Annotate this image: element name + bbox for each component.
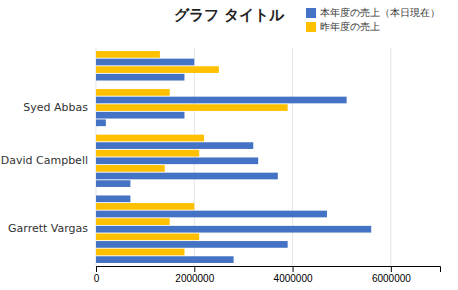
tick-label: 4000000 [274,273,313,284]
bar [96,233,199,240]
legend-item: 本年度の売上（本日現在） [306,7,440,18]
bar [96,112,184,119]
bar [96,142,253,149]
tick: 6000000 [372,266,411,284]
bars [96,51,371,263]
tick: 2000000 [175,266,214,284]
legend-label: 本年度の売上（本日現在） [320,7,440,18]
bar [96,97,347,104]
bar [96,51,160,58]
bar [96,157,258,164]
category-label: Syed Abbas [23,101,88,114]
tick: 0 [94,266,100,284]
category-label: Garrett Vargas [8,222,88,235]
grid-line [194,48,195,266]
bar [96,256,234,263]
category-label: David Campbell [1,154,88,167]
tick-label: 0 [94,273,100,284]
bar [96,211,327,218]
legend-item: 昨年度の売上 [306,21,380,32]
plot: 0 2000000 4000000 6000000 Syed Abbas David Ca… [1,48,441,284]
title: グラフ タイトル [174,6,285,24]
grid [96,48,391,266]
legend-swatch [306,22,316,32]
bar [96,249,184,256]
axis-line [97,267,441,273]
bar [96,135,204,142]
tick-label: 6000000 [372,273,411,284]
bar [96,89,170,96]
tick-mark [96,266,97,272]
bar [96,226,371,233]
bar [96,104,288,111]
x-axis: 0 2000000 4000000 6000000 [94,266,441,284]
grid-line [292,48,293,266]
tick-mark [391,266,392,272]
bar [96,66,219,73]
bar [96,203,194,210]
bar [96,218,170,225]
tick-mark [194,266,195,272]
bar [96,59,194,66]
bar [96,180,130,187]
bar [96,165,165,172]
tick-label: 2000000 [175,273,214,284]
tick-mark [293,266,294,272]
bar [96,150,199,157]
tick: 4000000 [274,266,313,284]
legend-label: 昨年度の売上 [320,21,380,32]
grid-line [390,48,391,266]
legend: 本年度の売上（本日現在） 昨年度の売上 [306,7,440,32]
bar [96,173,278,180]
grid-line [96,48,97,266]
bar [96,195,130,202]
bar [96,241,288,248]
bar [96,119,106,126]
bar [96,74,184,81]
legend-swatch [306,8,316,18]
chart: グラフ タイトル 0 2000000 4000000 6000000 Syed Abbas… [0,0,458,290]
